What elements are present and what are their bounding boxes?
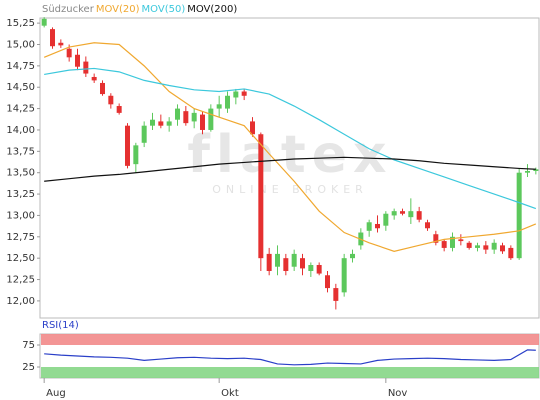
candle-body [133,145,139,165]
candle-body [433,234,439,243]
candle-body [466,242,472,248]
y-tick-label: 12,00 [6,296,35,307]
candle-body [58,42,64,46]
line-series [44,156,536,182]
x-tick-label: Aug [46,388,66,399]
candle-body [66,48,72,58]
y-tick-label: 13,50 [6,168,35,179]
candle-body [200,114,205,130]
legend-entry: Südzucker [42,4,95,15]
y-tick-label: 15,25 [6,18,35,29]
candle-body [366,222,372,231]
candle-body [508,247,514,259]
candle-body [416,211,422,220]
candle-body [408,211,414,218]
candle-body [275,253,280,267]
y-tick-label: 12,75 [6,232,35,243]
y-tick-label: 12,25 [6,275,35,286]
candle-body [183,111,189,124]
candle-body [475,245,480,248]
candle-body [258,134,264,259]
watermark-tagline: ONLINE BROKER [212,183,368,196]
candle-body [116,106,122,113]
candle-body [383,213,389,226]
candle-body [125,125,130,166]
candle-body [166,121,172,126]
candle-body [300,258,305,269]
legend-entry: MOV(20) [96,4,140,15]
candle-body [491,242,497,250]
y-tick-label: 14,75 [6,61,35,72]
candle-body [233,91,239,98]
band [41,367,539,378]
candle-body [391,211,397,216]
y-tick-label: 13,75 [6,146,35,157]
candle-body [108,95,114,105]
candle-body [325,275,330,289]
candle-body [50,29,55,47]
candle-body [283,258,289,271]
candle-body [41,18,47,26]
candle-body [316,265,322,274]
candle-body [500,245,505,252]
candle-body [141,125,147,143]
candle-body [458,239,464,242]
candle-body [425,222,430,229]
y-tick-label: 13,00 [6,210,35,221]
candle-body [150,119,155,126]
candle-body [175,108,180,120]
band [41,334,539,345]
candle-body [208,108,214,130]
legend-entry: MOV(200) [187,4,237,15]
candle-body [241,91,247,96]
candle-body [441,241,447,248]
candle-body [158,121,164,126]
candle-body [225,95,230,109]
legend-entry: RSI(14) [42,320,79,331]
y-tick-label: 15,00 [6,39,35,50]
y-tick-label: 12,50 [6,253,35,264]
candle-body [250,121,255,135]
candle-body [191,112,197,122]
candle-body [450,236,455,248]
watermark-brand: flatex [187,125,392,185]
candle-body [75,54,80,67]
y-tick-label: 75 [22,340,35,351]
candle-body [83,61,89,74]
legend-entry: MOV(50) [142,4,186,15]
candle-body [483,245,489,250]
candle-body [525,170,530,173]
y-tick-label: 14,25 [6,104,35,115]
x-tick-label: Okt [221,388,239,399]
x-tick-label: Nov [388,388,408,399]
y-tick-label: 13,25 [6,189,35,200]
plot-frame [39,17,540,319]
candle-body [216,104,222,109]
candle-body [533,169,539,171]
y-tick-label: 14,00 [6,125,35,136]
line-series [44,349,536,366]
candle-body [400,211,405,214]
candle-body [333,288,339,301]
candle-body [266,253,272,271]
candle-body [291,253,297,267]
candle-body [341,258,347,293]
candle-body [516,172,522,259]
candle-body [308,265,314,271]
candle-body [350,253,355,259]
line-series [43,42,537,252]
y-tick-label: 14,50 [6,82,35,93]
candle-body [91,76,97,81]
candle-body [375,223,380,229]
y-tick-label: 25 [22,362,35,373]
candle-body [100,82,105,95]
line-series [44,67,537,210]
